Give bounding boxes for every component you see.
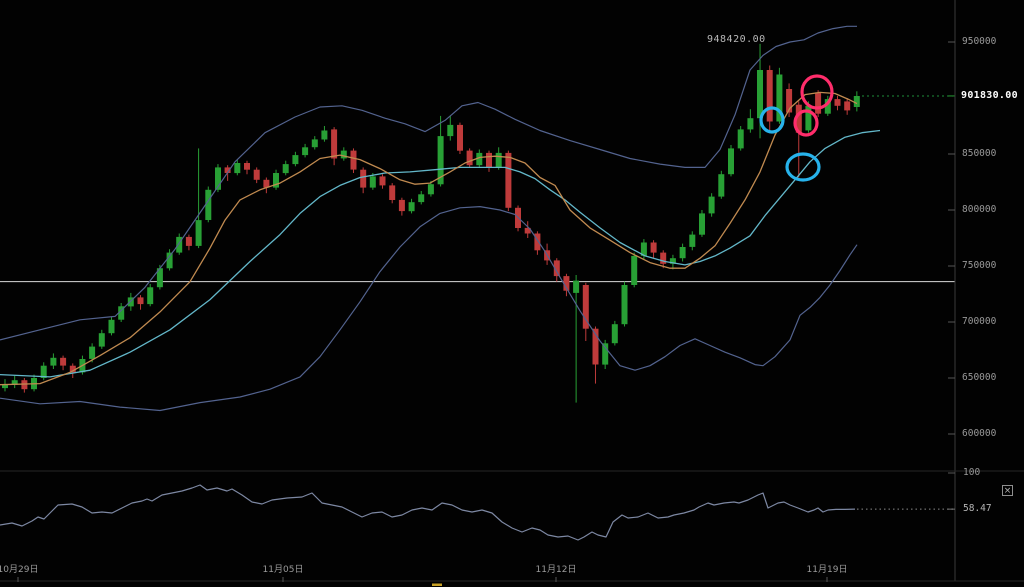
bollinger-upper-band	[0, 25, 857, 341]
date-label: 11月12日	[535, 565, 577, 575]
current-price-label: 901830.00	[961, 90, 1018, 101]
date-label: 11月19日	[806, 565, 848, 575]
date-label: 10月29日	[0, 565, 39, 575]
bollinger-lower-band	[0, 206, 858, 412]
price-axis-label: 800000	[962, 204, 997, 215]
indicator-current-value-label: 58.47	[963, 503, 992, 514]
blue-circle-lower	[785, 152, 821, 182]
price-axis-label: 600000	[962, 428, 997, 439]
candlestick-series	[2, 43, 860, 403]
blue-circle-upper	[759, 106, 785, 134]
price-axis-label: 850000	[962, 148, 997, 159]
close-icon[interactable]: ×	[1002, 485, 1013, 496]
pink-circle-small	[793, 109, 819, 137]
moving-average-slow	[0, 129, 881, 378]
date-label: 11月05日	[262, 565, 304, 575]
price-axis-label: 950000	[962, 36, 997, 47]
session-high-label: 948420.00	[707, 34, 766, 45]
moving-average-fast	[0, 91, 858, 386]
yellow-marker	[432, 583, 442, 586]
price-axis-label: 650000	[962, 372, 997, 383]
price-axis-label: 700000	[962, 316, 997, 327]
pink-circle-large	[800, 74, 834, 110]
indicator-line	[0, 484, 856, 541]
price-axis-label: 750000	[962, 260, 997, 271]
indicator-scale-max-label: 100	[963, 467, 981, 478]
